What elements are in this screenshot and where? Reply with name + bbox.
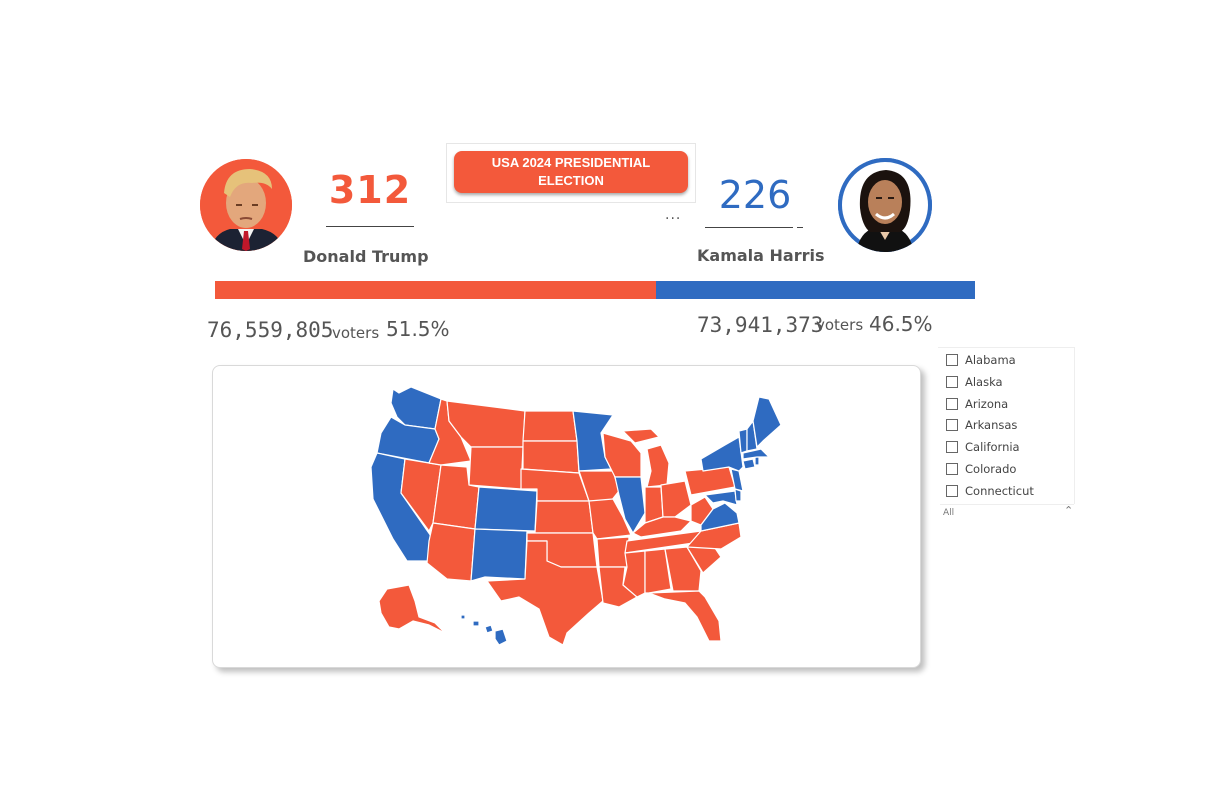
checkbox[interactable]: [946, 485, 958, 497]
trump-voters-label: voters: [332, 324, 380, 342]
vote-share-bar: [215, 281, 975, 299]
harris-count-underline: [705, 227, 793, 228]
state-NY[interactable]: [700, 436, 744, 472]
state-option-california[interactable]: California: [946, 437, 1020, 457]
state-option-alaska[interactable]: Alaska: [946, 372, 1003, 392]
trump-percent: 51.5%: [386, 317, 450, 341]
harris-dash: [797, 227, 803, 228]
state-option-alabama[interactable]: Alabama: [946, 350, 1016, 370]
more-options-icon[interactable]: ...: [665, 207, 682, 223]
harris-voters-label: voters: [816, 316, 864, 334]
state-OH[interactable]: [660, 480, 692, 518]
state-list[interactable]: Alabama Alaska Arizona Arkansas Californ…: [938, 347, 1075, 504]
state-RI[interactable]: [754, 456, 760, 466]
checkbox[interactable]: [946, 354, 958, 366]
harris-percent: 46.5%: [869, 312, 933, 336]
state-AL[interactable]: [644, 548, 672, 594]
state-ME[interactable]: [752, 396, 782, 448]
state-MO[interactable]: [588, 498, 632, 540]
state-HI-3[interactable]: [484, 624, 494, 634]
state-HI-4[interactable]: [494, 628, 508, 646]
state-AZ[interactable]: [426, 522, 476, 582]
state-VA[interactable]: [700, 502, 740, 532]
state-CO[interactable]: [474, 486, 538, 532]
state-HI-1[interactable]: [460, 614, 466, 620]
state-SD[interactable]: [522, 440, 580, 474]
state-IA[interactable]: [578, 470, 620, 502]
state-option-label: Arizona: [965, 397, 1009, 411]
state-HI-2[interactable]: [472, 620, 480, 627]
state-NM[interactable]: [470, 528, 528, 582]
checkbox[interactable]: [946, 376, 958, 388]
checkbox[interactable]: [946, 463, 958, 475]
state-ND[interactable]: [522, 410, 578, 442]
trump-count-underline: [326, 226, 414, 227]
trump-popular-votes: 76,559,805: [207, 318, 334, 342]
harris-popular-votes: 73,941,373: [697, 313, 824, 337]
state-AR[interactable]: [596, 536, 630, 568]
state-MI-up[interactable]: [622, 428, 660, 444]
state-MA[interactable]: [742, 448, 770, 460]
state-KS[interactable]: [534, 500, 594, 534]
state-option-label: Arkansas: [965, 418, 1018, 432]
checkbox[interactable]: [946, 441, 958, 453]
state-option-colorado[interactable]: Colorado: [946, 459, 1016, 479]
checkbox[interactable]: [946, 419, 958, 431]
slicer-selected-value: All: [943, 508, 955, 518]
trump-avatar: [200, 159, 292, 251]
state-MD[interactable]: [704, 490, 738, 506]
harris-avatar: [838, 158, 932, 252]
state-option-connecticut[interactable]: Connecticut: [946, 481, 1034, 501]
harris-name: Kamala Harris: [697, 246, 825, 265]
state-option-arkansas[interactable]: Arkansas: [946, 415, 1017, 435]
state-PA[interactable]: [684, 466, 736, 496]
trump-electoral-votes: 312: [328, 168, 412, 212]
us-election-map[interactable]: [212, 365, 921, 668]
state-KY[interactable]: [632, 516, 692, 538]
state-GA[interactable]: [664, 546, 702, 592]
slicer-dropdown[interactable]: All ⌃: [940, 504, 1074, 523]
state-option-label: California: [965, 440, 1020, 454]
state-option-arizona[interactable]: Arizona: [946, 394, 1008, 414]
state-TX[interactable]: [486, 540, 604, 646]
state-WY[interactable]: [468, 446, 524, 490]
state-MI[interactable]: [646, 444, 670, 488]
chevron-up-icon[interactable]: ⌃: [1064, 504, 1074, 517]
state-option-label: Connecticut: [965, 484, 1034, 498]
state-slicer[interactable]: Alabama Alaska Arizona Arkansas Californ…: [938, 347, 1075, 527]
election-title: USA 2024 PRESIDENTIAL ELECTION: [491, 155, 651, 188]
harris-electoral-votes: 226: [718, 173, 792, 217]
state-AK[interactable]: [378, 584, 446, 634]
checkbox[interactable]: [946, 398, 958, 410]
state-VT[interactable]: [738, 428, 748, 454]
state-NH[interactable]: [746, 420, 758, 452]
election-title-button[interactable]: USA 2024 PRESIDENTIAL ELECTION: [454, 151, 688, 193]
trump-share-bar: [215, 281, 656, 299]
state-option-label: Alabama: [965, 353, 1016, 367]
state-CT[interactable]: [742, 458, 756, 470]
state-FL[interactable]: [648, 590, 722, 642]
state-option-label: Colorado: [965, 462, 1017, 476]
trump-name: Donald Trump: [303, 247, 429, 266]
state-option-label: Alaska: [965, 375, 1003, 389]
harris-share-bar: [655, 281, 975, 299]
